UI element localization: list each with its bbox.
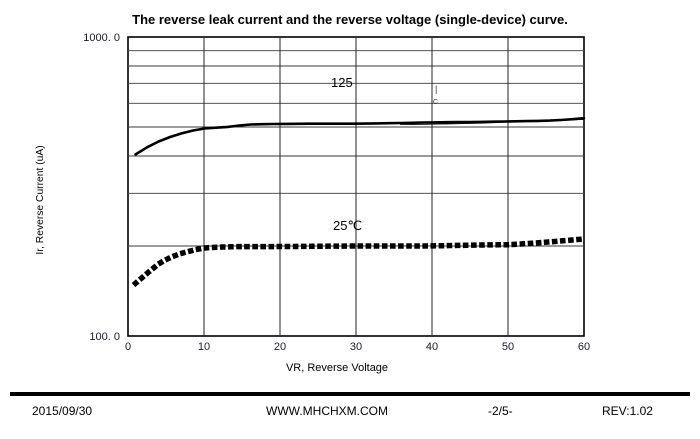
svg-text:30: 30 (350, 341, 362, 353)
svg-text:1000. 0: 1000. 0 (83, 32, 120, 44)
svg-text:Ir, Reverse Current (uA): Ir, Reverse Current (uA) (35, 145, 46, 254)
svg-text:25℃: 25℃ (333, 218, 362, 233)
svg-text:100. 0: 100. 0 (89, 331, 120, 343)
svg-text:10: 10 (198, 341, 210, 353)
svg-text:0: 0 (125, 341, 131, 353)
svg-text:40: 40 (426, 341, 438, 353)
svg-text:20: 20 (274, 341, 286, 353)
svg-text:50: 50 (502, 341, 514, 353)
svg-text:125: 125 (331, 75, 353, 90)
svg-text:C: C (433, 99, 438, 106)
svg-text:|: | (435, 84, 437, 94)
svg-text:60: 60 (578, 341, 590, 353)
svg-text:VR, Reverse Voltage: VR, Reverse Voltage (286, 362, 388, 374)
